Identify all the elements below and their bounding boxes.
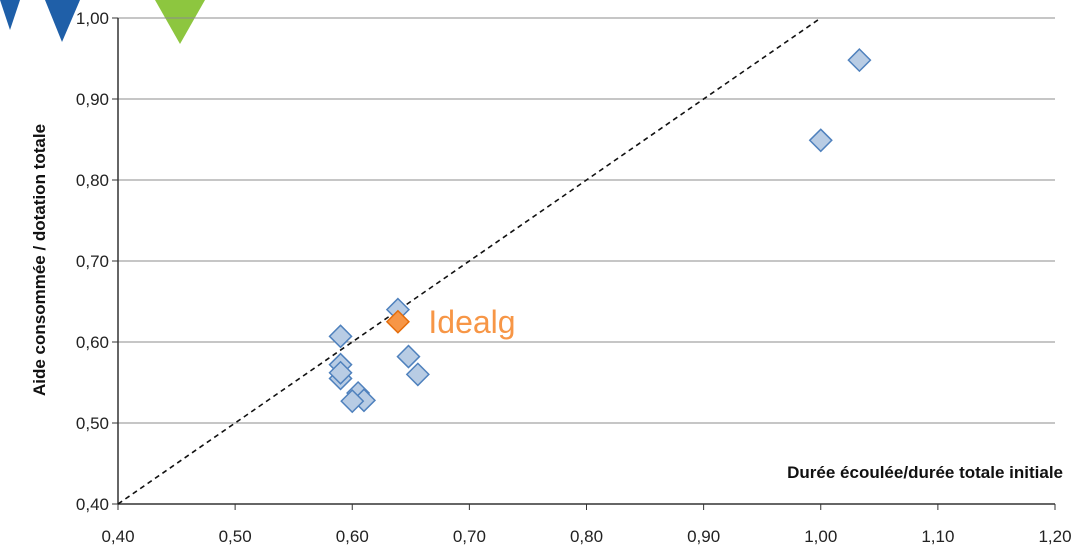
gridlines	[118, 17, 1055, 424]
x-tick-label: 0,50	[219, 527, 252, 546]
x-tick-label: 0,90	[687, 527, 720, 546]
y-tick-label: 0,80	[76, 171, 109, 190]
green-chevron-icon	[155, 0, 205, 44]
y-tick-label: 1,00	[76, 9, 109, 28]
x-axis-title: Durée écoulée/durée totale initiale	[787, 463, 1063, 482]
reference-line-diagonal	[117, 17, 822, 505]
y-tick-label: 0,50	[76, 414, 109, 433]
y-axis-title: Aide consommée / dotation totale	[30, 124, 49, 396]
x-tick-label: 1,20	[1038, 527, 1071, 546]
y-tick-label: 0,60	[76, 333, 109, 352]
blue-chevron-icon	[0, 0, 20, 30]
x-tick-label: 1,00	[804, 527, 837, 546]
y-tick-label: 0,70	[76, 252, 109, 271]
tick-labels: 0,40 0,50 0,60 0,70 0,80 0,90 1,00 1,10 1,20 0,40…	[76, 9, 1072, 546]
data-point	[405, 362, 430, 387]
data-point	[847, 48, 872, 73]
x-tick-label: 1,10	[921, 527, 954, 546]
blue-chevron-icon	[45, 0, 80, 42]
reference-line	[117, 17, 822, 505]
data-point	[328, 360, 353, 385]
y-tick-label: 0,40	[76, 495, 109, 514]
data-point	[328, 324, 353, 349]
data-point	[396, 344, 421, 369]
x-tick-label: 0,70	[453, 527, 486, 546]
decorations	[0, 0, 205, 44]
data-points	[328, 48, 872, 414]
data-point	[808, 128, 833, 153]
x-tick-label: 0,60	[336, 527, 369, 546]
x-tick-label: 0,40	[101, 527, 134, 546]
data-point	[340, 389, 365, 414]
y-tick-label: 0,90	[76, 90, 109, 109]
data-point-idealg	[385, 309, 410, 334]
x-tick-label: 0,80	[570, 527, 603, 546]
annotation-label: Idealg	[428, 304, 515, 340]
